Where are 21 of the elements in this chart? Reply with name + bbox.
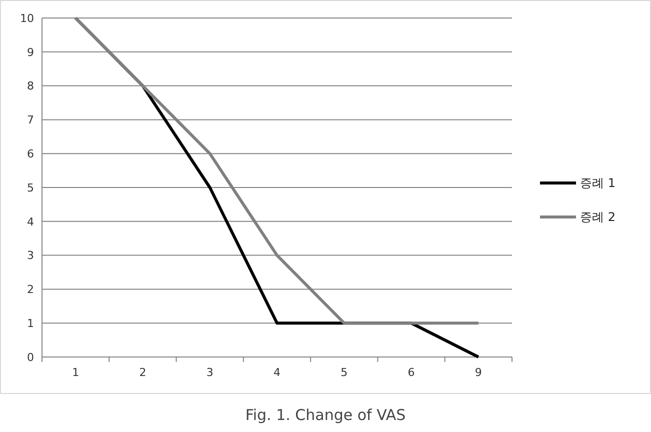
y-tick-label: 1: [27, 316, 34, 330]
x-tick-label: 3: [206, 366, 214, 379]
x-tick-label: 2: [139, 366, 146, 379]
y-tick-label: 7: [27, 114, 34, 127]
y-tick-label: 2: [27, 283, 34, 296]
y-tick-label: 8: [27, 80, 34, 93]
y-tick-label: 9: [27, 46, 34, 59]
x-tick-label: 1: [72, 366, 80, 379]
legend-label: 증례 2: [580, 210, 616, 224]
legend-label: 증례 1: [580, 176, 616, 190]
x-tick-label: 5: [340, 366, 348, 379]
y-tick-label: 5: [27, 181, 34, 194]
y-tick-label: 10: [20, 12, 34, 25]
y-tick-label: 6: [27, 147, 34, 160]
y-tick-label: 4: [27, 215, 34, 228]
y-tick-label: 3: [27, 249, 34, 262]
x-tick-label: 9: [474, 366, 482, 379]
text: Fig. 1. Change of VAS: [245, 406, 406, 424]
x-tick-label: 4: [274, 366, 280, 379]
x-tick-label: 6: [408, 366, 415, 379]
y-tick-label: 0: [27, 350, 34, 364]
